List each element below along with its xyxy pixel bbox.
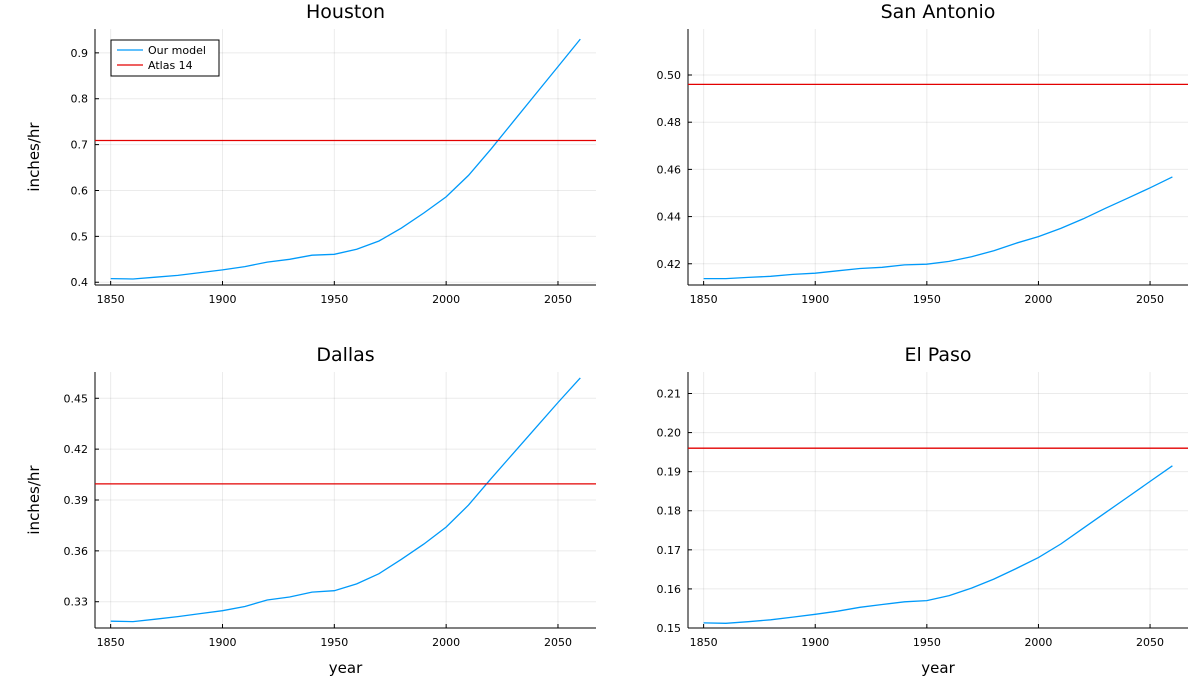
x-tick-label: 1850 [690, 636, 718, 649]
y-tick-label: 0.16 [657, 583, 682, 596]
y-tick-label: 0.9 [71, 47, 89, 60]
legend-entry: Atlas 14 [148, 59, 193, 72]
x-tick-label: 2000 [432, 293, 460, 306]
chart-panel-dallas: 1850 1900 1950 2000 2050 0.33 0.36 0.39 0.42 0.45… [25, 344, 596, 677]
y-tick-label: 0.20 [657, 427, 682, 440]
x-tick-label: 2050 [544, 293, 572, 306]
y-tick-label: 0.8 [71, 93, 89, 106]
x-tick-label: 2050 [1136, 636, 1164, 649]
chart-title: San Antonio [881, 1, 996, 23]
y-tick-label: 0.48 [657, 116, 682, 129]
x-tick-label: 1950 [913, 636, 941, 649]
y-tick-label: 0.18 [657, 505, 682, 518]
series-model-line [110, 38, 581, 280]
y-tick-label: 0.45 [64, 392, 89, 405]
y-tick-label: 0.6 [71, 184, 89, 197]
y-tick-label: 0.39 [64, 494, 89, 507]
x-tick-label: 1900 [208, 293, 236, 306]
x-tick-label: 1850 [690, 293, 718, 306]
y-tick-label: 0.44 [657, 211, 682, 224]
legend-box [110, 39, 220, 77]
x-tick-label: 2000 [1024, 636, 1052, 649]
series-model-line [703, 176, 1173, 280]
chart-title: Houston [306, 1, 385, 23]
chart-panel-el-paso: 1850 1900 1950 2000 2050 0.15 0.16 0.17 0.18 0.19… [657, 344, 1188, 677]
y-axis-label: inches/hr [25, 465, 43, 535]
x-axis-label: year [921, 659, 955, 677]
legend-entry: Our model [148, 44, 206, 57]
series-model-line [703, 465, 1173, 624]
x-tick-label: 1850 [97, 636, 125, 649]
x-tick-label: 1950 [320, 636, 348, 649]
y-tick-label: 0.19 [657, 466, 682, 479]
x-tick-label: 1950 [913, 293, 941, 306]
y-tick-label: 0.15 [657, 622, 682, 635]
y-tick-label: 0.5 [71, 230, 89, 243]
x-tick-label: 2000 [1024, 293, 1052, 306]
y-tick-label: 0.42 [64, 443, 89, 456]
y-tick-label: 0.50 [657, 69, 682, 82]
y-tick-label: 0.33 [64, 596, 89, 609]
y-tick-label: 0.4 [71, 276, 89, 289]
x-tick-label: 1850 [97, 293, 125, 306]
chart-panel-san-antonio: 1850 1900 1950 2000 2050 0.42 0.44 0.46 0.48 0.50… [657, 1, 1188, 306]
x-tick-label: 1900 [801, 636, 829, 649]
x-tick-label: 1900 [801, 293, 829, 306]
y-tick-label: 0.42 [657, 258, 682, 271]
x-tick-label: 1950 [320, 293, 348, 306]
chart-title: El Paso [904, 344, 971, 366]
y-tick-label: 0.21 [657, 387, 682, 400]
y-tick-label: 0.7 [71, 139, 89, 152]
series-model-line [110, 377, 581, 623]
y-tick-label: 0.36 [64, 545, 89, 558]
x-tick-label: 2000 [432, 636, 460, 649]
x-axis-label: year [329, 659, 363, 677]
chart-panel-houston: 1850 1900 1950 2000 2050 0.4 0.5 0.6 0.7 0.8 0.9 Ho… [25, 1, 596, 306]
y-tick-label: 0.17 [657, 544, 682, 557]
x-tick-label: 1900 [208, 636, 236, 649]
y-axis-label: inches/hr [25, 122, 43, 192]
legend: Our model Atlas 14 [110, 39, 220, 77]
x-tick-label: 2050 [1136, 293, 1164, 306]
y-tick-label: 0.46 [657, 163, 682, 176]
x-tick-label: 2050 [544, 636, 572, 649]
chart-title: Dallas [316, 344, 374, 366]
